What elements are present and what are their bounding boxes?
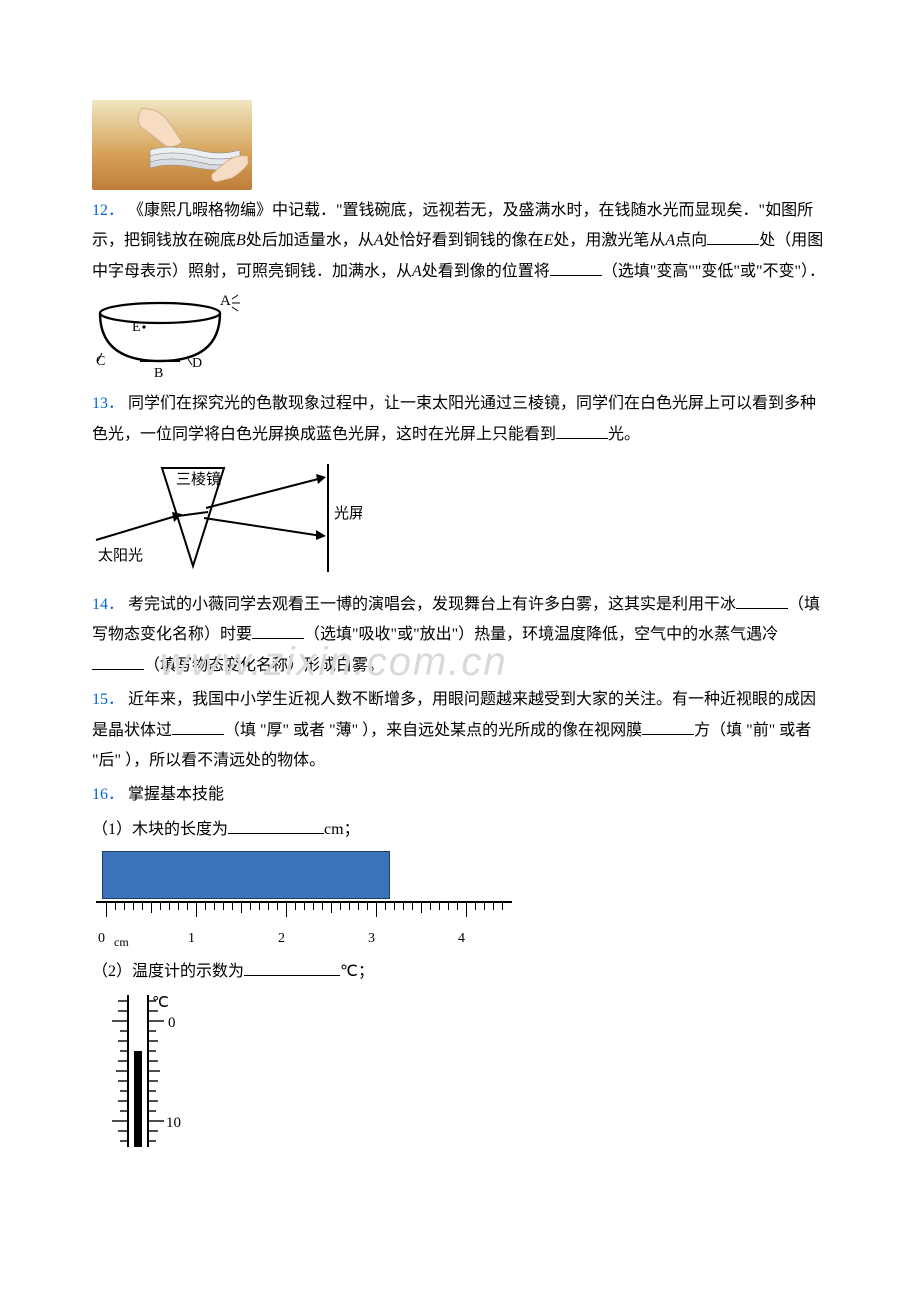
q14-a: 考完试的小薇同学去观看王一博的演唱会，发现舞台上有许多白雾，这其实是利用干冰 <box>128 596 736 613</box>
q14-blank1 <box>736 590 788 609</box>
q12-B: B <box>236 232 246 249</box>
fig-ruler: cm 0 1 2 3 4 <box>92 851 512 949</box>
q12-A2: A <box>665 232 675 249</box>
q15-text: 近年来，我国中小学生近视人数不断增多，用眼问题越来越受到大家的关注。有一种近视眼… <box>92 691 816 769</box>
thermo-0: 0 <box>168 1015 176 1031</box>
q13-a: 同学们在探究光的色散现象过程中，让一束太阳光通过三棱镜，同学们在白色光屏上可以看… <box>92 395 816 442</box>
q12-num: 12． <box>92 202 124 219</box>
q12-blank2 <box>550 257 602 276</box>
bowl-E: E <box>132 320 141 335</box>
q14-blank3 <box>92 651 144 670</box>
q16-sub2: （2）温度计的示数为 ℃； <box>92 963 374 980</box>
q13-text: 同学们在探究光的色散现象过程中，让一束太阳光通过三棱镜，同学们在白色光屏上可以看… <box>92 395 816 442</box>
q16-blank1 <box>228 815 324 834</box>
q16-num: 16． <box>92 786 124 803</box>
bowl-B: B <box>154 366 163 381</box>
q12-e: 点向 <box>675 232 707 249</box>
q16-sub1-text: （1）木块的长度为 <box>92 821 228 838</box>
q12-b: 处后加适量水，从 <box>246 232 374 249</box>
q12-c: 处恰好看到铜钱的像在 <box>384 232 544 249</box>
q12-blank1 <box>707 227 759 246</box>
q15-num: 15． <box>92 691 124 708</box>
q14-d: （填写物态变化名称）形成白雾。 <box>144 657 384 674</box>
q15-blank2 <box>642 716 694 735</box>
screen-label: 光屏 <box>334 505 362 522</box>
ruler-label-1: 1 <box>188 931 195 947</box>
q12-g: 处看到像的位置将 <box>422 263 550 280</box>
q16-blank2 <box>244 957 340 976</box>
q12-A3: A <box>412 263 422 280</box>
q14-text: 考完试的小薇同学去观看王一博的演唱会，发现舞台上有许多白雾，这其实是利用干冰 （填… <box>92 596 820 674</box>
q12-d: 处，用激光笔从 <box>553 232 665 249</box>
sun-label: 太阳光 <box>98 547 143 564</box>
fig-bowl: E B C D A <box>92 291 828 383</box>
q12-h: （选填"变高""变低"或"不变"）． <box>602 263 825 280</box>
q13-b: 光。 <box>608 426 640 443</box>
fig-thermo: ℃ 0 10 <box>92 991 828 1151</box>
ruler-label-2: 2 <box>278 931 285 947</box>
fig-desk-ruler <box>92 100 828 190</box>
q14-num: 14． <box>92 596 124 613</box>
ruler-block <box>102 851 390 899</box>
q12-text: 《康熙几暇格物编》中记载．"置钱碗底，远视若无，及盛满水时，在钱随水光而显现矣．… <box>92 202 825 280</box>
q15-b: （填 "厚" 或者 "薄" ），来自远处某点的光所成的像在视网膜 <box>224 722 642 739</box>
ruler-label-3: 3 <box>368 931 375 947</box>
bowl-D: D <box>192 356 202 371</box>
q16-unit2: ℃； <box>340 963 374 980</box>
q12-E: E <box>544 232 554 249</box>
ruler-label-4: 4 <box>458 931 465 947</box>
prism-label: 三棱镜 <box>176 470 221 488</box>
q16-unit1: cm； <box>324 821 360 838</box>
q12-A1: A <box>374 232 384 249</box>
bowl-A: A <box>220 293 231 309</box>
q16-title: 掌握基本技能 <box>128 786 224 803</box>
q16-sub2-text: （2）温度计的示数为 <box>92 963 244 980</box>
q14-blank2 <box>252 621 304 640</box>
thermo-unit: ℃ <box>152 995 169 1011</box>
ruler-unit: cm <box>114 935 129 950</box>
q16-sub1: （1）木块的长度为 cm； <box>92 821 360 838</box>
thermo-10: 10 <box>166 1115 181 1131</box>
ruler-labels: cm 0 1 2 3 4 <box>92 931 512 949</box>
fig-prism: 三棱镜 光屏 太阳光 <box>92 454 828 584</box>
ruler-scale <box>96 901 512 931</box>
q13-num: 13． <box>92 395 124 412</box>
q15-blank1 <box>172 716 224 735</box>
q14-c: （选填"吸收"或"放出"）热量，环境温度降低，空气中的水蒸气遇冷 <box>304 626 778 643</box>
ruler-label-0: 0 <box>98 931 105 947</box>
q13-blank <box>556 420 608 439</box>
